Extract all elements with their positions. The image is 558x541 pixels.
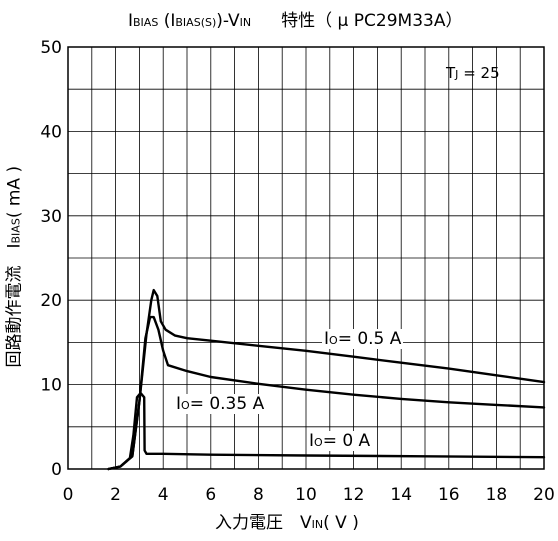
y-tick-label: 30 xyxy=(40,207,62,227)
x-tick-label: 12 xyxy=(343,485,365,505)
title-sub: IN xyxy=(239,16,252,29)
x-tick-label: 20 xyxy=(533,485,555,505)
title-text: )-V xyxy=(216,11,240,31)
y-tick-label: 50 xyxy=(40,38,62,58)
annotation-value: = 0.5 A xyxy=(337,329,402,349)
annotation-io-0: IO= 0 A xyxy=(307,431,373,451)
y-tick-label: 10 xyxy=(40,376,62,396)
y-axis-label: 回路動作電流 IBIAS( mA ) xyxy=(0,165,25,368)
title-sub: BIAS(S) xyxy=(175,16,217,29)
x-label-unit: ( V ) xyxy=(323,513,359,533)
y-tick-label: 20 xyxy=(40,291,62,311)
title-text: I xyxy=(128,11,134,31)
x-tick-label: 14 xyxy=(390,485,412,505)
y-label-sub: BIAS xyxy=(9,218,23,244)
title-text: (I xyxy=(158,11,176,31)
annotation-text: I xyxy=(324,329,330,349)
condition-label: TJ = 25 xyxy=(446,64,500,82)
annotation-io-0.35: IO= 0.35 A xyxy=(174,394,267,414)
y-label-unit: ( mA ) xyxy=(4,165,25,219)
x-tick-label: 18 xyxy=(486,485,508,505)
annotation-sub: O xyxy=(181,399,190,412)
x-tick-labels: 0 2 4 6 8 10 12 14 16 18 20 xyxy=(63,485,555,505)
x-tick-label: 6 xyxy=(205,485,216,505)
plot-frame xyxy=(67,46,545,470)
y-tick-label: 0 xyxy=(51,460,62,480)
x-tick-label: 2 xyxy=(110,485,121,505)
condition-text: T xyxy=(446,64,456,82)
annotation-value: = 0.35 A xyxy=(189,394,265,414)
title-sub: BIAS xyxy=(133,16,159,29)
chart-title: IBIAS (IBIAS(S))-VIN 特性（ μ PC29M33A） xyxy=(128,6,462,31)
y-tick-label: 40 xyxy=(40,122,62,142)
x-tick-label: 16 xyxy=(438,485,460,505)
x-tick-label: 10 xyxy=(295,485,317,505)
condition-sub: J xyxy=(455,68,459,81)
annotation-value: = 0 A xyxy=(322,431,371,451)
series-line-1 xyxy=(107,315,546,471)
x-axis-label: 入力電圧 VIN( V ) xyxy=(215,508,359,533)
x-tick-label: 8 xyxy=(253,485,264,505)
series-line-2 xyxy=(107,391,546,471)
x-label-sub: IN xyxy=(311,518,324,531)
annotation-text: I xyxy=(176,394,182,414)
x-label-text: 入力電圧 V xyxy=(215,513,312,533)
x-tick-label: 0 xyxy=(63,485,74,505)
series-lines xyxy=(107,288,546,471)
annotation-sub: O xyxy=(314,436,323,449)
x-tick-label: 4 xyxy=(158,485,169,505)
y-tick-labels: 0 10 20 30 40 50 xyxy=(40,38,62,480)
annotation-io-0.5: IO= 0.5 A xyxy=(322,329,404,349)
y-label-text: 回路動作電流 I xyxy=(4,243,25,368)
annotation-sub: O xyxy=(329,334,338,347)
annotation-text: I xyxy=(309,431,315,451)
condition-value: = 25 xyxy=(458,64,500,82)
title-suffix: 特性（ μ PC29M33A） xyxy=(281,11,463,31)
